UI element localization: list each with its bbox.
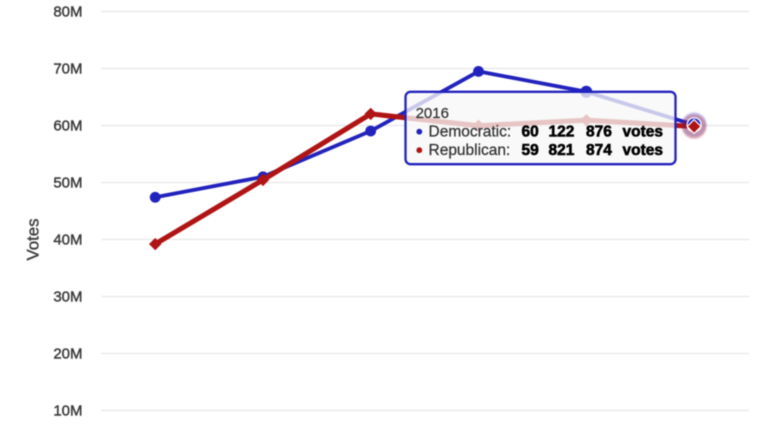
- svg-text:2016: 2016: [416, 105, 449, 122]
- svg-text:Votes: Votes: [24, 219, 43, 261]
- svg-text:20M: 20M: [53, 345, 82, 362]
- svg-text:10M: 10M: [53, 402, 82, 419]
- svg-text:70M: 70M: [53, 60, 82, 77]
- svg-text:30M: 30M: [53, 288, 82, 305]
- svg-text:40M: 40M: [53, 231, 82, 248]
- svg-text:60M: 60M: [53, 117, 82, 134]
- svg-text:50M: 50M: [53, 174, 82, 191]
- svg-text:80M: 80M: [53, 3, 82, 20]
